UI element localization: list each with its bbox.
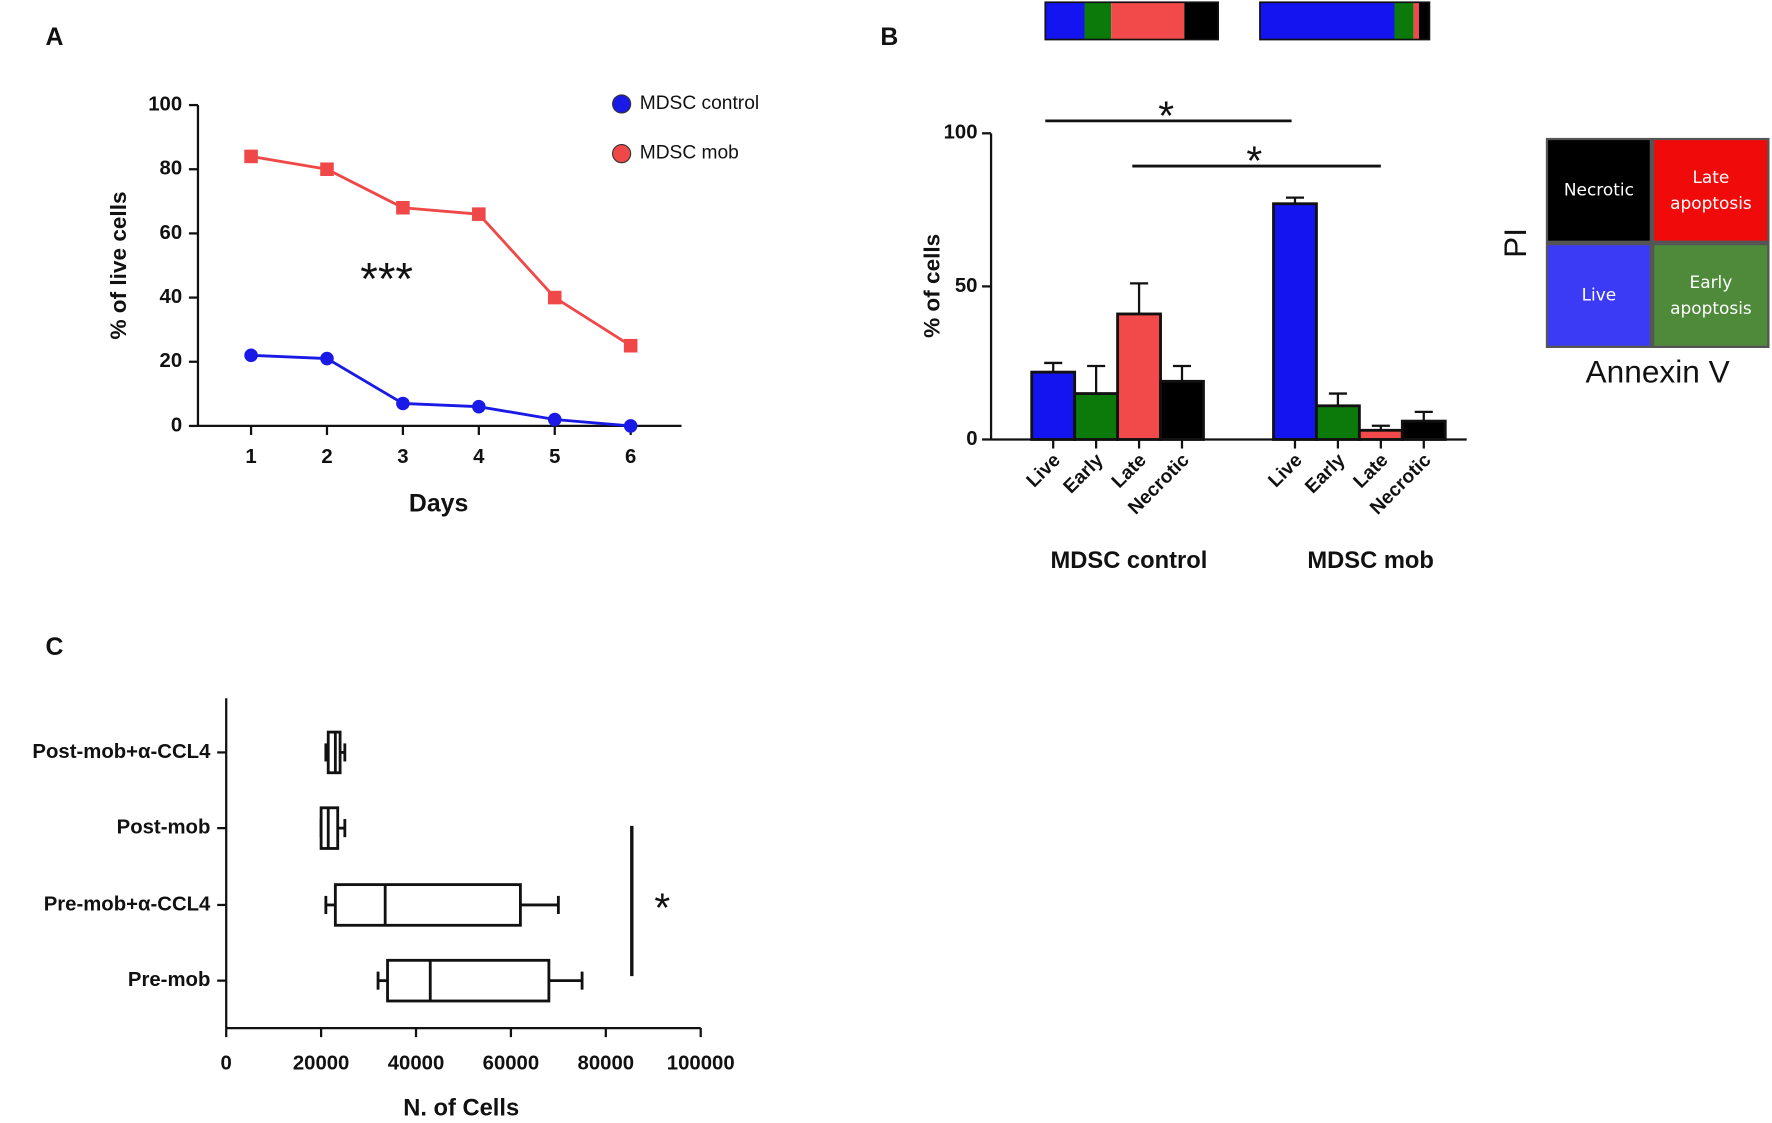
point [623, 338, 638, 353]
quadrant-cell: Early apoptosis [1654, 245, 1768, 346]
annotation: *** [360, 253, 413, 304]
y-tick-label: Pre-mob [128, 969, 210, 991]
box [333, 883, 522, 927]
x-tick-label: 0 [221, 1053, 232, 1075]
annotation: * [654, 884, 670, 930]
y-tick-label: Pre-mob+α-CCL4 [44, 893, 211, 915]
quadrant-cell: Live [1548, 245, 1650, 346]
legend-label: MDSC mob [640, 143, 739, 164]
x-tick-label: 80000 [578, 1053, 635, 1075]
group-label: MDSC mob [1307, 548, 1434, 574]
proportion-segment [1111, 2, 1185, 40]
bar [1357, 428, 1404, 441]
legend-marker [612, 144, 632, 164]
bar [1272, 202, 1318, 441]
y-tick-label: Post-mob [117, 817, 211, 839]
x-tick-label: 4 [473, 446, 485, 468]
box [386, 958, 551, 1003]
x-axis-label: N. of Cells [403, 1096, 519, 1122]
x-tick-label: 20000 [293, 1053, 350, 1075]
series-line [250, 155, 632, 347]
quadrant-y-label: PI [1497, 228, 1533, 258]
point [472, 399, 486, 414]
proportion-frame [1044, 1, 1220, 41]
y-tick-label: 0 [966, 428, 977, 450]
y-tick-label: 50 [955, 275, 978, 297]
point [547, 412, 562, 427]
proportion-segment [1394, 2, 1414, 40]
x-tick-label: 6 [625, 446, 636, 468]
quadrant-cell: Necrotic [1548, 140, 1650, 241]
x-tick-label: Live [1023, 450, 1065, 492]
point [396, 200, 410, 215]
y-tick-label: 100 [944, 122, 978, 144]
point [320, 351, 334, 366]
y-tick-label: 100 [148, 93, 182, 115]
legend-label: MDSC control [640, 93, 759, 114]
point [244, 348, 258, 363]
bar [1315, 404, 1361, 441]
x-tick-label: 100000 [667, 1053, 735, 1075]
series-line [251, 353, 631, 428]
quadrant-grid: Necrotic Late apoptosis Live Early apoptosi… [1545, 137, 1770, 348]
proportion-segment [1084, 2, 1112, 40]
proportion-segment [1259, 2, 1395, 40]
x-tick-label: 40000 [388, 1053, 445, 1075]
y-tick-label: 60 [160, 222, 183, 244]
group-label: MDSC control [1050, 548, 1207, 574]
point [547, 290, 562, 305]
x-tick-label: Live [1265, 450, 1307, 492]
x-tick-label: 2 [321, 446, 332, 468]
proportion-segment [1413, 2, 1419, 40]
y-axis-label: % of cells [919, 234, 944, 338]
panel-label: B [880, 24, 898, 51]
bar [1030, 370, 1077, 441]
x-tick-label: Early [1302, 450, 1350, 498]
y-tick-label: 80 [160, 158, 183, 180]
y-tick-label: Post-mob+α-CCL4 [32, 741, 211, 763]
bar [1073, 392, 1120, 441]
x-tick-label: 3 [397, 446, 408, 468]
point [320, 162, 334, 177]
bar [1116, 312, 1162, 441]
point [472, 207, 486, 221]
annotation: * [1246, 138, 1262, 184]
y-tick-label: 20 [160, 350, 183, 372]
x-tick-label: 1 [245, 446, 256, 468]
proportion-segment [1045, 2, 1085, 40]
proportion-segment [1184, 2, 1219, 40]
y-axis-label: % of live cells [106, 191, 131, 339]
x-axis-label: Days [409, 491, 468, 518]
quadrant-x-label: Annexin V [1586, 353, 1730, 389]
x-tick-label: Early [1060, 450, 1108, 498]
x-tick-label: 60000 [483, 1053, 540, 1075]
panel-label: A [46, 24, 64, 51]
x-tick-label: 5 [549, 446, 560, 468]
proportion-frame [1259, 1, 1431, 41]
quadrant-cell: Late apoptosis [1654, 140, 1768, 241]
legend-marker [612, 94, 632, 114]
annotation: * [1158, 92, 1174, 138]
y-tick-label: 40 [160, 286, 183, 308]
proportion-segment [1418, 2, 1430, 40]
point [244, 149, 258, 164]
bar [1400, 419, 1447, 441]
panel-label: C [46, 634, 64, 661]
bar [1159, 379, 1205, 441]
point [396, 396, 410, 411]
y-tick-label: 0 [171, 414, 182, 436]
point [623, 419, 638, 433]
